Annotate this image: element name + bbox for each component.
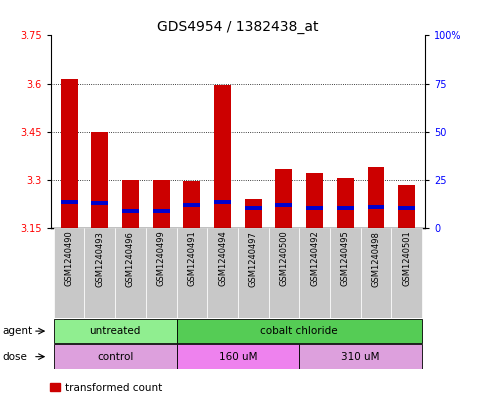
Bar xyxy=(91,201,108,206)
Bar xyxy=(275,169,292,228)
Bar xyxy=(54,319,176,343)
Bar xyxy=(184,203,200,207)
Legend: transformed count, percentile rank within the sample: transformed count, percentile rank withi… xyxy=(46,378,245,393)
Title: GDS4954 / 1382438_at: GDS4954 / 1382438_at xyxy=(157,20,319,34)
Bar xyxy=(275,203,292,207)
Text: dose: dose xyxy=(2,352,28,362)
Text: GSM1240499: GSM1240499 xyxy=(156,231,166,286)
Bar xyxy=(368,204,384,209)
Bar xyxy=(330,228,361,318)
Bar xyxy=(245,199,262,228)
Bar xyxy=(269,228,299,318)
Bar xyxy=(391,228,422,318)
Bar xyxy=(368,167,384,228)
Text: 310 uM: 310 uM xyxy=(341,352,380,362)
Text: GSM1240492: GSM1240492 xyxy=(310,231,319,286)
Text: GSM1240496: GSM1240496 xyxy=(126,231,135,286)
Bar xyxy=(54,228,85,318)
Bar xyxy=(176,344,299,369)
Text: 160 uM: 160 uM xyxy=(219,352,257,362)
Bar xyxy=(337,206,354,210)
Bar xyxy=(146,228,176,318)
Bar xyxy=(238,228,269,318)
Text: GSM1240500: GSM1240500 xyxy=(279,231,288,286)
Bar xyxy=(176,228,207,318)
Bar xyxy=(398,185,415,228)
Bar xyxy=(153,180,170,228)
Bar xyxy=(61,79,78,228)
Text: GSM1240490: GSM1240490 xyxy=(65,231,73,286)
Text: GSM1240493: GSM1240493 xyxy=(95,231,104,286)
Text: GSM1240497: GSM1240497 xyxy=(249,231,258,286)
Bar xyxy=(184,182,200,228)
Bar xyxy=(122,209,139,213)
Bar xyxy=(176,319,422,343)
Bar xyxy=(85,228,115,318)
Text: control: control xyxy=(97,352,133,362)
Text: cobalt chloride: cobalt chloride xyxy=(260,326,338,336)
Bar xyxy=(153,209,170,213)
Text: GSM1240498: GSM1240498 xyxy=(371,231,381,286)
Bar xyxy=(54,344,176,369)
Bar xyxy=(122,180,139,228)
Bar xyxy=(214,200,231,204)
Text: GSM1240501: GSM1240501 xyxy=(402,231,411,286)
Text: GSM1240494: GSM1240494 xyxy=(218,231,227,286)
Bar xyxy=(207,228,238,318)
Bar xyxy=(299,228,330,318)
Bar xyxy=(306,206,323,210)
Bar xyxy=(337,178,354,228)
Bar xyxy=(398,206,415,210)
Bar xyxy=(245,206,262,210)
Bar xyxy=(91,132,108,228)
Bar xyxy=(306,173,323,228)
Text: agent: agent xyxy=(2,326,33,336)
Text: GSM1240491: GSM1240491 xyxy=(187,231,197,286)
Bar xyxy=(361,228,391,318)
Text: GSM1240495: GSM1240495 xyxy=(341,231,350,286)
Bar xyxy=(214,85,231,228)
Bar xyxy=(115,228,146,318)
Bar xyxy=(299,344,422,369)
Bar xyxy=(61,200,78,204)
Text: untreated: untreated xyxy=(89,326,141,336)
